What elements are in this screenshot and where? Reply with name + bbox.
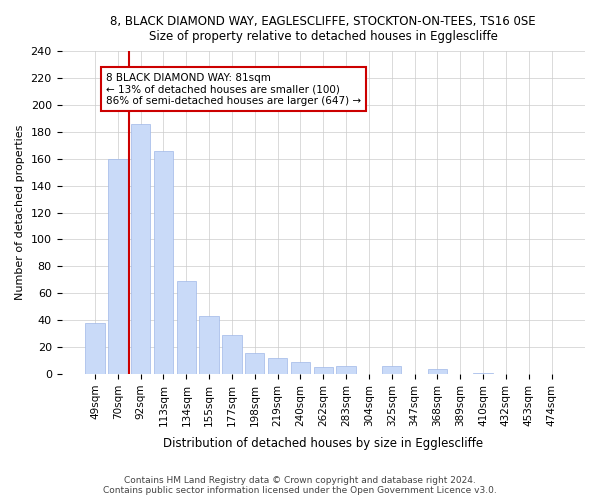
Bar xyxy=(337,366,356,374)
X-axis label: Distribution of detached houses by size in Egglescliffe: Distribution of detached houses by size … xyxy=(163,437,484,450)
Text: Contains HM Land Registry data © Crown copyright and database right 2024.
Contai: Contains HM Land Registry data © Crown c… xyxy=(103,476,497,495)
Bar xyxy=(176,281,196,374)
Text: 8 BLACK DIAMOND WAY: 81sqm
← 13% of detached houses are smaller (100)
86% of sem: 8 BLACK DIAMOND WAY: 81sqm ← 13% of deta… xyxy=(106,72,361,106)
Bar xyxy=(382,366,401,374)
Bar xyxy=(428,368,447,374)
Bar xyxy=(154,150,173,374)
Bar xyxy=(85,323,105,374)
Bar xyxy=(314,368,333,374)
Title: 8, BLACK DIAMOND WAY, EAGLESCLIFFE, STOCKTON-ON-TEES, TS16 0SE
Size of property : 8, BLACK DIAMOND WAY, EAGLESCLIFFE, STOC… xyxy=(110,15,536,43)
Bar xyxy=(245,352,265,374)
Bar xyxy=(199,316,219,374)
Bar xyxy=(131,124,151,374)
Y-axis label: Number of detached properties: Number of detached properties xyxy=(15,125,25,300)
Bar xyxy=(473,372,493,374)
Bar xyxy=(108,159,128,374)
Bar xyxy=(222,335,242,374)
Bar xyxy=(268,358,287,374)
Bar xyxy=(291,362,310,374)
